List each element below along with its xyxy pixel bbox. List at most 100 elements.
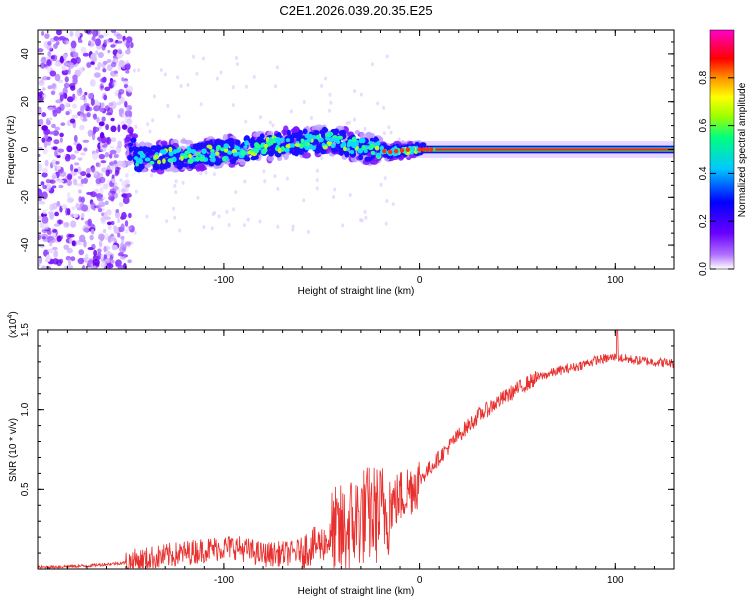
- heat-cell: [52, 232, 56, 237]
- heat-cell: [281, 129, 288, 135]
- heat-cell: [361, 144, 366, 151]
- heat-cell: [111, 73, 119, 77]
- heat-cell: [78, 234, 86, 243]
- heat-cell: [200, 142, 207, 150]
- heat-cell: [231, 85, 235, 90]
- heat-cell: [320, 156, 324, 161]
- heat-cell: [131, 133, 139, 139]
- heat-cell: [97, 233, 105, 241]
- heat-cell: [268, 149, 275, 157]
- heat-cell: [83, 147, 88, 152]
- heat-cell: [113, 153, 120, 158]
- heat-cell: [147, 147, 153, 153]
- heat-cell: [234, 190, 238, 195]
- heat-cell: [116, 160, 124, 167]
- snr-frame: [37, 329, 675, 570]
- heat-cell: [105, 209, 112, 216]
- spectrogram-ytick-label: 20: [20, 96, 31, 108]
- heat-cell: [47, 50, 52, 57]
- heat-cell: [98, 176, 106, 184]
- heat-cell: [365, 132, 373, 140]
- heat-cell: [84, 253, 89, 260]
- heat-cell: [263, 179, 267, 184]
- heat-cell: [71, 206, 76, 211]
- heat-cell: [234, 145, 239, 151]
- heat-cell: [115, 208, 120, 213]
- heat-cell: [132, 68, 136, 73]
- heat-cell: [250, 136, 255, 143]
- heat-cell: [80, 196, 86, 203]
- heat-cell: [124, 100, 128, 108]
- heat-cell: [199, 102, 203, 107]
- heat-cell: [318, 137, 324, 143]
- heat-cell: [76, 88, 83, 97]
- heat-cell: [204, 170, 208, 175]
- heat-cell: [66, 247, 73, 254]
- heat-cell: [176, 75, 180, 80]
- heat-cell: [56, 235, 62, 242]
- heat-cell: [328, 92, 332, 97]
- heat-cell: [105, 250, 112, 257]
- heat-cell: [125, 192, 133, 198]
- heat-cell: [93, 188, 100, 193]
- heat-cell: [73, 51, 79, 58]
- heat-cell: [294, 143, 301, 147]
- heat-cell: [120, 242, 124, 249]
- heat-cell: [55, 161, 60, 165]
- heat-cell: [223, 148, 229, 153]
- spectrogram-ytick-label: 0: [20, 146, 31, 152]
- heat-cell: [196, 151, 201, 156]
- heat-cell: [298, 129, 303, 137]
- heat-cell: [93, 171, 98, 176]
- heat-cell: [51, 123, 56, 129]
- spectrogram-ytick-label: 40: [20, 48, 31, 60]
- heat-cell: [151, 118, 155, 123]
- heat-cell: [133, 230, 137, 235]
- heat-cell: [65, 110, 70, 116]
- heat-cell: [111, 244, 118, 251]
- colorbar-label: Normalized spectral amplitude: [737, 82, 748, 217]
- heat-cell: [38, 256, 43, 264]
- heat-cell: [208, 161, 215, 167]
- heat-cell: [159, 67, 163, 72]
- heat-cell: [150, 173, 154, 178]
- heat-cell: [329, 100, 333, 105]
- heat-cell: [87, 218, 92, 227]
- heat-cell: [181, 180, 185, 185]
- heat-cell: [51, 246, 58, 251]
- heat-cell: [114, 211, 121, 219]
- heat-cell: [353, 89, 357, 94]
- heat-cell: [80, 217, 84, 221]
- heat-cell: [121, 211, 127, 220]
- heat-cell: [61, 204, 68, 210]
- heat-cell: [223, 143, 230, 149]
- heat-cell: [51, 159, 58, 167]
- heat-cell: [201, 148, 207, 155]
- heat-cell: [66, 96, 74, 103]
- heat-cell: [212, 172, 216, 177]
- heat-cell: [214, 159, 222, 166]
- heat-cell: [107, 221, 112, 226]
- heat-cell: [244, 84, 248, 89]
- heat-cell: [69, 31, 74, 37]
- heat-cell: [114, 173, 119, 177]
- heat-cell: [285, 138, 291, 143]
- heat-cell: [110, 125, 117, 133]
- heat-cell: [87, 92, 94, 100]
- heat-cell: [210, 156, 216, 163]
- heat-cell: [63, 40, 67, 45]
- colorbar-gradient: [709, 29, 735, 270]
- heat-band-core: [435, 148, 674, 151]
- heat-cell: [332, 195, 336, 200]
- heat-cell: [350, 141, 357, 147]
- heat-cell: [385, 199, 389, 204]
- heat-cell: [42, 209, 47, 215]
- heat-cell: [93, 265, 97, 269]
- heat-cell: [273, 174, 277, 179]
- heat-cell: [53, 36, 60, 42]
- heat-cell: [107, 235, 113, 243]
- spectrogram-ytick-label: -40: [20, 237, 31, 252]
- heat-cell: [258, 115, 262, 120]
- heat-cell: [86, 191, 93, 196]
- heat-cell: [417, 147, 422, 152]
